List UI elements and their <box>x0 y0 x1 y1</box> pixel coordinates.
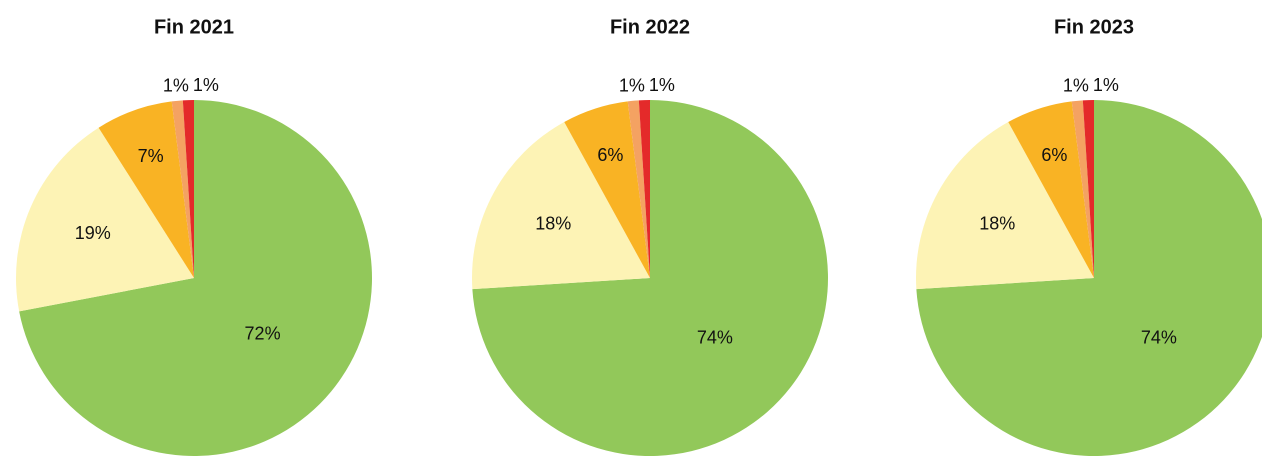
chart-title: Fin 2022 <box>610 16 690 38</box>
pie-slice <box>638 100 650 278</box>
pie-slice <box>15 127 194 312</box>
pie-slice <box>472 100 829 456</box>
pie-slice <box>564 101 650 278</box>
data-label: 1% <box>163 76 189 96</box>
data-label: 1% <box>1093 75 1119 95</box>
data-label: 1% <box>649 75 675 95</box>
data-label: 6% <box>1041 145 1067 165</box>
pie-slice <box>627 100 650 278</box>
pie-slice <box>182 100 194 278</box>
data-label: 6% <box>597 145 623 165</box>
data-label: 1% <box>1063 76 1089 96</box>
data-label: 1% <box>193 75 219 95</box>
pie-slice <box>98 101 194 278</box>
pie-slice <box>916 122 1094 290</box>
chart-title: Fin 2023 <box>1054 16 1134 38</box>
chart-title: Fin 2021 <box>154 16 234 38</box>
data-label: 72% <box>245 323 281 343</box>
data-label: 19% <box>75 223 111 243</box>
pie-slice <box>19 100 373 457</box>
data-label: 18% <box>535 214 571 234</box>
data-label: 74% <box>1141 328 1177 348</box>
data-label: 7% <box>138 146 164 166</box>
pie-slice <box>472 122 650 290</box>
pie-slice <box>1082 100 1094 278</box>
pie-slice <box>1008 101 1094 278</box>
pie-slice <box>916 100 1262 456</box>
data-label: 1% <box>619 76 645 96</box>
data-label: 74% <box>697 328 733 348</box>
pie-slice <box>1071 100 1094 278</box>
data-label: 18% <box>979 214 1015 234</box>
pie-slice <box>171 100 194 278</box>
